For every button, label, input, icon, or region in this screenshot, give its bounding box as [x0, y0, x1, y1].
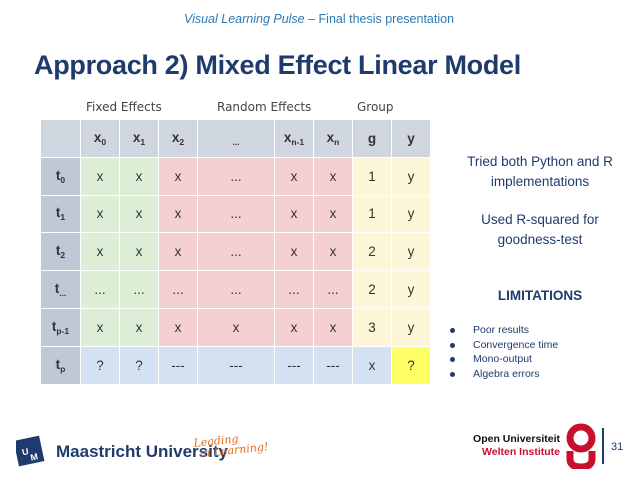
table-cell: 1: [352, 156, 392, 196]
table-cell: x: [158, 307, 198, 347]
table-cell: x: [158, 232, 198, 272]
table-row: tp-1 x x x x x x 3 y: [40, 307, 431, 347]
table-cell: ?: [119, 345, 159, 385]
table-cell: x: [313, 194, 353, 234]
limitations-heading: LIMITATIONS: [497, 288, 583, 303]
row-label: t2: [40, 232, 81, 272]
list-item: Algebra errors: [448, 367, 558, 382]
table-cell: x: [313, 232, 353, 272]
page-number: 31: [611, 441, 624, 453]
table-cell: x: [352, 345, 392, 385]
table-cell: x: [274, 232, 314, 272]
header-project: Visual Learning Pulse: [183, 12, 305, 26]
header-cell: x1: [119, 119, 159, 158]
university-slogan: Leading in Learning!: [192, 432, 269, 461]
university-name: Maastricht University: [56, 442, 228, 461]
table-cell: x: [158, 194, 198, 234]
table-cell: x: [80, 307, 120, 347]
table-row: t0 x x x ... x x 1 y: [40, 156, 431, 196]
table-cell: x: [313, 307, 353, 347]
row-label: t...: [40, 270, 81, 309]
table-cell: x: [313, 156, 353, 196]
table-cell: ...: [197, 232, 275, 272]
table-row: t... ... ... ... ... ... ... 2 y: [40, 270, 431, 309]
table-cell: ...: [313, 270, 353, 309]
table-cell: ...: [274, 270, 314, 309]
table-row: t2 x x x ... x x 2 y: [40, 232, 431, 272]
row-label: tp: [40, 345, 81, 385]
table-header-row: x0 x1 x2 ... xn-1 xn g y: [40, 119, 431, 158]
table-cell: 3: [352, 307, 392, 347]
table-cell: x: [119, 156, 159, 196]
table-cell: x: [197, 307, 275, 347]
footer-divider: [602, 428, 604, 464]
table-cell: x: [119, 307, 159, 347]
header-cell: xn-1: [274, 119, 314, 158]
note-python-r: Tried both Python and R implementations: [467, 154, 613, 189]
limitations-list: Poor results Convergence time Mono-outpu…: [448, 323, 558, 381]
table-cell: x: [119, 194, 159, 234]
table-cell: x: [274, 307, 314, 347]
table-cell: ...: [158, 270, 198, 309]
row-label: t1: [40, 194, 81, 234]
table-cell: 2: [352, 270, 392, 309]
table-cell: ...: [197, 270, 275, 309]
open-universiteit-logo-icon: [566, 423, 596, 469]
fixed-effects-label: Fixed Effects: [86, 100, 162, 114]
header-cell: y: [391, 119, 431, 158]
maastricht-logo-icon: U M: [16, 435, 45, 467]
corner-cell: [40, 119, 81, 158]
list-item: Poor results: [448, 323, 558, 338]
table-cell: x: [119, 232, 159, 272]
list-item: Mono-output: [448, 352, 558, 367]
svg-text:M: M: [29, 451, 38, 462]
table-cell: y: [391, 307, 431, 347]
slide-title: Approach 2) Mixed Effect Linear Model: [34, 50, 521, 80]
table-row: t1 x x x ... x x 1 y: [40, 194, 431, 234]
svg-text:U: U: [21, 446, 29, 457]
header-cell: x0: [80, 119, 120, 158]
open-universiteit-label: Open Universiteit Welten Institute: [473, 433, 560, 458]
header-cell: ...: [197, 119, 275, 158]
table-row: tp ? ? --- --- --- --- x ?: [40, 345, 431, 385]
header-subtitle: – Final thesis presentation: [304, 12, 455, 26]
header-cell: x2: [158, 119, 198, 158]
table-cell: ---: [197, 345, 275, 385]
table-cell: ---: [313, 345, 353, 385]
table-cell: y: [391, 194, 431, 234]
table-cell: ...: [197, 156, 275, 196]
table-cell: ---: [274, 345, 314, 385]
note-r-squared: Used R-squared for goodness-test: [481, 212, 599, 247]
table-cell: ...: [197, 194, 275, 234]
table-cell: x: [80, 156, 120, 196]
row-label: tp-1: [40, 307, 81, 347]
table-cell: ...: [80, 270, 120, 309]
table-cell: y: [391, 270, 431, 309]
random-effects-label: Random Effects: [217, 100, 312, 114]
table-cell: ---: [158, 345, 198, 385]
header-cell: xn: [313, 119, 353, 158]
row-label: t0: [40, 156, 81, 196]
table-cell: y: [391, 232, 431, 272]
table-cell: x: [158, 156, 198, 196]
table-cell: 1: [352, 194, 392, 234]
group-label: Group: [357, 100, 394, 114]
table-cell: ?: [80, 345, 120, 385]
table-cell: ...: [119, 270, 159, 309]
presentation-header: Visual Learning Pulse – Final thesis pre…: [0, 12, 638, 26]
table-cell: x: [80, 232, 120, 272]
table-cell: 2: [352, 232, 392, 272]
table-cell: y: [391, 156, 431, 196]
header-cell: g: [352, 119, 392, 158]
table-cell: x: [80, 194, 120, 234]
data-table: x0 x1 x2 ... xn-1 xn g y t0 x x x ... x …: [40, 119, 431, 385]
table-cell: ?: [391, 345, 431, 385]
table-cell: x: [274, 156, 314, 196]
list-item: Convergence time: [448, 338, 558, 353]
table-cell: x: [274, 194, 314, 234]
